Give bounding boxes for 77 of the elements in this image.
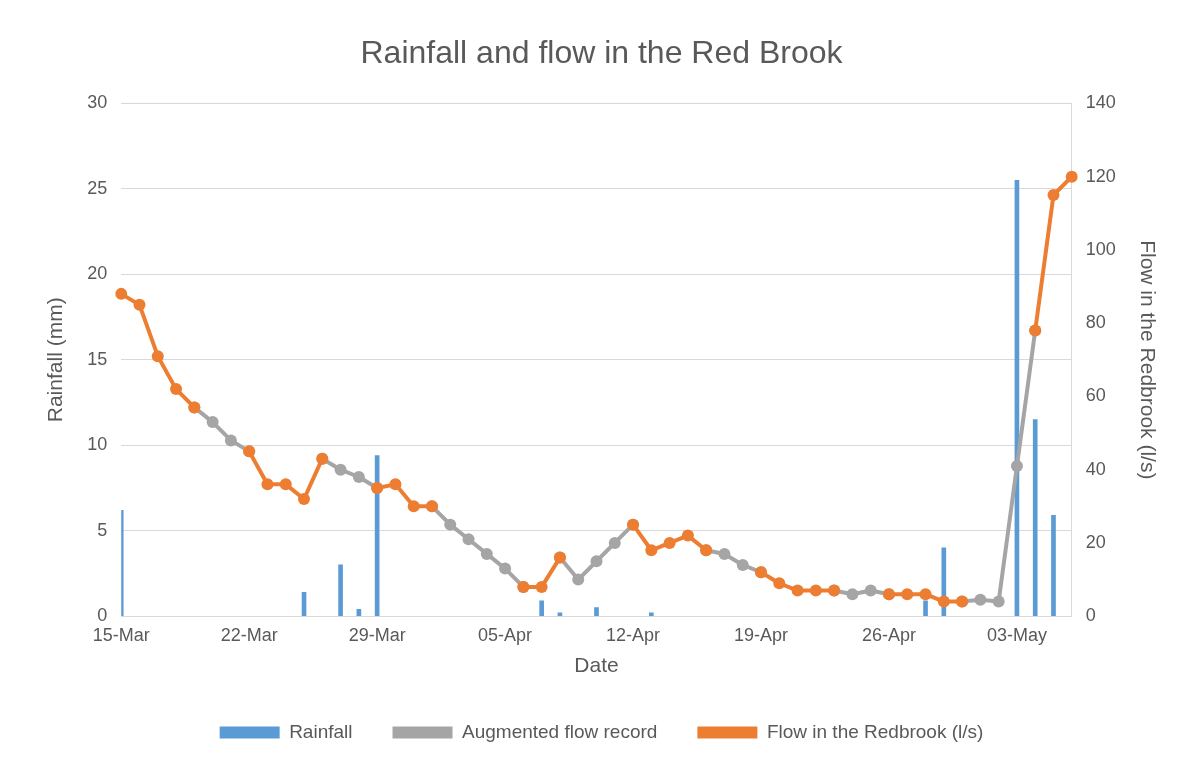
point: [334, 463, 347, 476]
point: [261, 478, 274, 491]
point: [407, 500, 420, 513]
y2-axis-title: Flow in the Redbrook (l/s): [1136, 240, 1160, 480]
y-tick-label: 30: [87, 92, 108, 113]
x-axis-title: Date: [574, 653, 619, 677]
x-tick-label: 29-Mar: [348, 624, 406, 645]
x-tick-label: 22-Mar: [220, 624, 278, 645]
bar: [539, 600, 544, 617]
y-tick-label: 10: [87, 434, 108, 455]
point: [279, 478, 292, 491]
y2-tick-label: 0: [1085, 605, 1096, 626]
point: [864, 584, 877, 597]
point: [206, 416, 219, 429]
point: [645, 544, 658, 557]
y-tick-label: 0: [97, 605, 108, 626]
point: [499, 562, 512, 575]
point: [352, 471, 365, 484]
y-axis-title: Rainfall (mm): [43, 297, 67, 423]
point: [462, 533, 475, 546]
x-tick-label: 19-Apr: [734, 624, 789, 645]
chart-title: Rainfall and flow in the Red Brook: [360, 34, 844, 71]
point: [791, 584, 804, 597]
point: [736, 558, 749, 571]
bar: [1032, 419, 1038, 617]
point: [224, 434, 237, 447]
x-tick-label: 05-Apr: [478, 624, 533, 645]
point: [590, 555, 603, 568]
point: [298, 492, 311, 505]
y-tick-label: 15: [87, 348, 108, 369]
bar: [338, 564, 343, 617]
point: [608, 536, 621, 549]
y2-tick-label: 100: [1085, 238, 1116, 259]
point: [115, 287, 128, 300]
y2-tick-label: 40: [1085, 458, 1106, 479]
legend-label: Flow in the Redbrook (l/s): [766, 720, 984, 742]
bar: [923, 600, 928, 617]
point: [389, 478, 402, 491]
x-tick-label: 12-Apr: [606, 624, 661, 645]
bar: [594, 607, 599, 617]
y-tick-label: 5: [97, 519, 108, 540]
point: [809, 584, 822, 597]
x-tick-label: 03-May: [986, 624, 1047, 645]
point: [1010, 460, 1023, 473]
y2-tick-label: 80: [1085, 312, 1106, 333]
point: [444, 518, 457, 531]
point: [919, 588, 932, 601]
y2-tick-label: 60: [1085, 385, 1106, 406]
point: [170, 383, 183, 396]
y2-tick-label: 120: [1085, 165, 1116, 186]
point: [133, 298, 146, 311]
point: [901, 588, 914, 601]
bar: [649, 612, 654, 617]
bar: [557, 612, 563, 617]
x-tick-label: 15-Mar: [92, 624, 150, 645]
point: [1065, 170, 1078, 183]
y2-tick-label: 20: [1085, 531, 1106, 552]
point: [535, 580, 548, 593]
point: [937, 595, 950, 608]
point: [992, 595, 1005, 608]
legend-label: Rainfall: [289, 720, 353, 742]
y-tick-label: 20: [87, 263, 108, 284]
legend-label: Augmented flow record: [462, 720, 658, 742]
point: [663, 536, 676, 549]
y-tick-label: 25: [87, 177, 108, 198]
bar: [1051, 515, 1056, 617]
point: [773, 577, 786, 590]
point: [572, 573, 585, 586]
x-tick-label: 26-Apr: [861, 624, 916, 645]
point: [681, 529, 694, 542]
y2-tick-label: 140: [1085, 92, 1116, 113]
point: [718, 547, 731, 560]
point: [151, 350, 164, 363]
point: [1047, 188, 1060, 201]
point: [480, 547, 493, 560]
point: [974, 593, 987, 606]
point: [846, 588, 859, 601]
